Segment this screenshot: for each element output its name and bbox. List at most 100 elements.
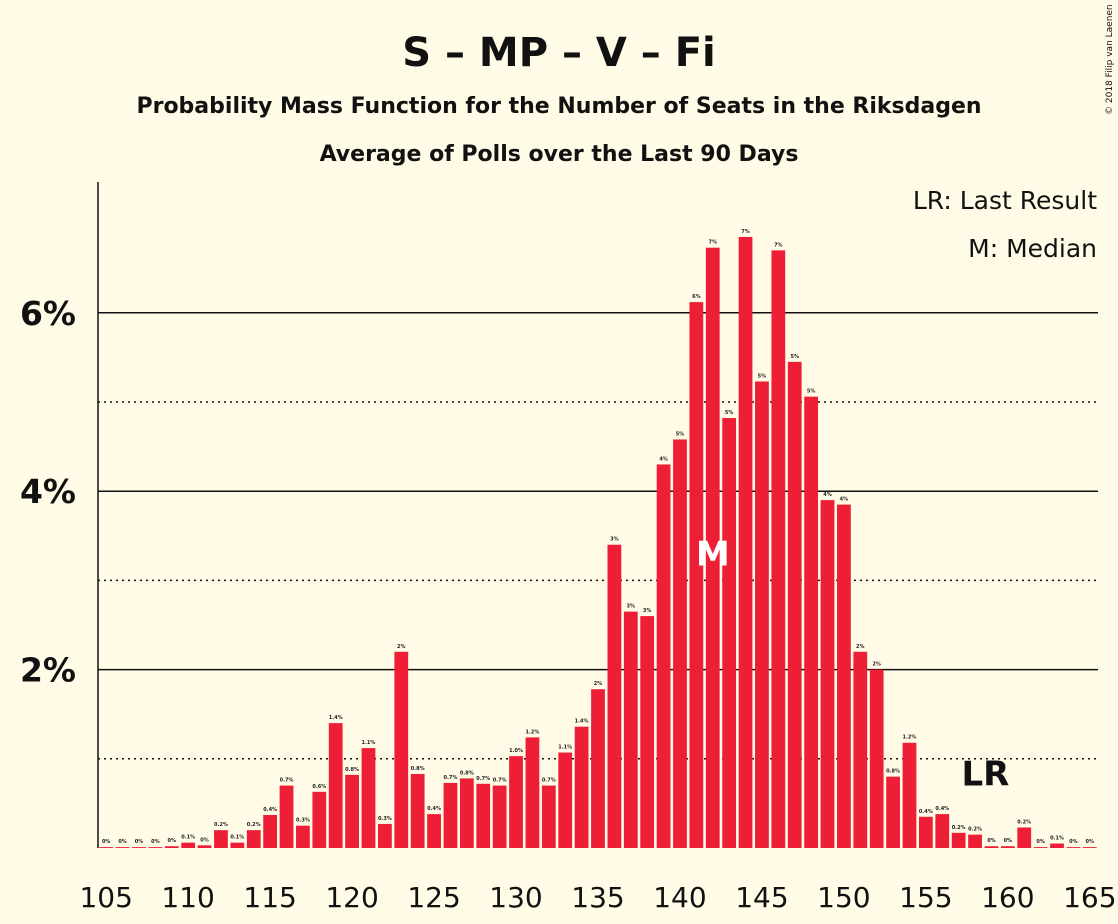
- bar: [918, 816, 933, 848]
- x-tick-label: 155: [899, 881, 952, 914]
- x-tick-label: 130: [489, 881, 542, 914]
- bar-label: 2%: [856, 644, 865, 650]
- bar-label: 0.7%: [542, 778, 556, 784]
- bar-label: 0.7%: [493, 778, 507, 784]
- bar-label: 5%: [758, 373, 767, 379]
- bar-label: 0%: [102, 839, 111, 845]
- bar: [591, 689, 605, 848]
- bar: [541, 785, 556, 848]
- x-tick-label: 125: [407, 881, 460, 914]
- bar-label: 3%: [627, 604, 636, 610]
- x-tick-label: 140: [653, 881, 706, 914]
- bar: [837, 504, 851, 848]
- bar-label: 0.3%: [296, 818, 310, 824]
- bar-label: 0%: [135, 839, 144, 845]
- x-tick-labels: 105 110 115 120 125 130 135 140 145 150 155 160 165: [79, 881, 1116, 914]
- bar: [378, 823, 392, 848]
- last-result-marker: LR: [962, 755, 1010, 795]
- bar-label: 1.0%: [509, 748, 523, 754]
- bar-label: 7%: [741, 229, 750, 235]
- bar: [984, 846, 999, 848]
- bar: [197, 845, 212, 848]
- bar-label: 0.3%: [378, 816, 392, 822]
- bar-label: 0%: [168, 838, 177, 844]
- bar-label: 0.4%: [935, 806, 949, 812]
- x-tick-label: 135: [571, 881, 624, 914]
- bar-label: 4%: [823, 492, 832, 498]
- bar-label: 6%: [692, 294, 701, 300]
- bar-label: 5%: [676, 431, 685, 437]
- bar-label: 1.1%: [362, 740, 376, 746]
- bar-label: 5%: [725, 410, 734, 416]
- bar: [263, 814, 278, 848]
- bar-label: 3%: [643, 608, 652, 614]
- bar: [296, 825, 310, 848]
- bar-label: 0.6%: [312, 784, 326, 790]
- bar-label: 0.8%: [345, 767, 359, 773]
- x-tick-label: 145: [735, 881, 788, 914]
- bar-label: 2%: [594, 681, 603, 687]
- bar: [459, 778, 474, 848]
- bars: [99, 236, 1097, 849]
- bar: [738, 236, 753, 849]
- bar: [656, 464, 671, 848]
- bar: [623, 611, 638, 848]
- bar-label: 0.4%: [263, 807, 277, 813]
- bar-label: 2%: [872, 662, 881, 668]
- bar: [328, 723, 343, 848]
- bar: [902, 742, 917, 848]
- bar: [1050, 843, 1064, 848]
- bar: [574, 726, 589, 848]
- copyright: © 2018 Filip van Laenen: [1105, 4, 1115, 115]
- bar-label: 0.2%: [952, 825, 966, 831]
- bar: [705, 247, 720, 848]
- bar: [361, 748, 376, 848]
- bar: [164, 846, 179, 848]
- bar-label: 0.7%: [280, 778, 294, 784]
- bar: [443, 782, 458, 848]
- bar: [869, 669, 884, 848]
- bar: [722, 418, 737, 848]
- x-tick-label: 110: [161, 881, 214, 914]
- y-tick-label: 6%: [20, 294, 76, 333]
- bar-label: 0%: [987, 838, 996, 844]
- bar-label: 0%: [151, 839, 160, 845]
- chart-subtitle-2: Average of Polls over the Last 90 Days: [320, 142, 799, 167]
- x-tick-label: 105: [79, 881, 132, 914]
- bar: [509, 756, 523, 848]
- bar: [1000, 846, 1015, 848]
- bar: [787, 361, 802, 848]
- bar: [771, 250, 786, 849]
- y-tick-labels: 2% 4% 6%: [20, 294, 76, 690]
- bar: [1033, 847, 1048, 848]
- bar-label: 7%: [709, 240, 718, 246]
- bar: [607, 544, 622, 848]
- bar-label: 0.2%: [214, 822, 228, 828]
- y-tick-label: 4%: [20, 472, 76, 511]
- bar: [525, 737, 540, 848]
- x-tick-label: 165: [1063, 881, 1116, 914]
- bar-label: 0.1%: [1050, 836, 1064, 842]
- bar: [820, 500, 835, 848]
- legend-median: M: Median: [968, 234, 1097, 263]
- bar-label: 0%: [1036, 839, 1045, 845]
- bar: [312, 791, 327, 848]
- bar-label: 0.4%: [919, 809, 933, 815]
- bar: [968, 834, 982, 848]
- bar-label: 1.2%: [903, 735, 917, 741]
- bar: [132, 847, 146, 848]
- bar: [755, 381, 769, 848]
- bar: [853, 651, 868, 848]
- bar-label: 0.4%: [427, 806, 441, 812]
- bar: [345, 774, 359, 848]
- bar: [99, 847, 114, 848]
- y-tick-label: 2%: [20, 651, 76, 690]
- bar: [492, 785, 507, 848]
- bar: [148, 847, 163, 848]
- bar-label: 0%: [1069, 839, 1078, 845]
- bar-label: 0.7%: [444, 775, 458, 781]
- bar-label: 0.2%: [968, 827, 982, 833]
- bar-label: 2%: [397, 644, 406, 650]
- bar: [951, 832, 966, 848]
